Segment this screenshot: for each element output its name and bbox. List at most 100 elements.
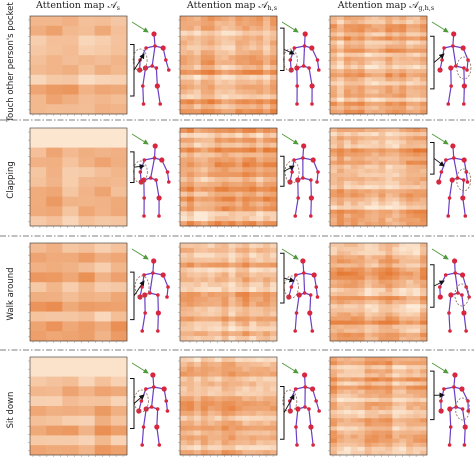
heat-cell [256, 60, 264, 66]
heat-cell [330, 381, 338, 386]
heat-cell [392, 328, 400, 334]
heat-cell [392, 89, 400, 94]
heat-cell [343, 271, 352, 276]
heat-cell [392, 136, 400, 141]
heat-cell [242, 35, 250, 41]
skeleton-joint [309, 386, 316, 392]
heat-cell [180, 45, 188, 51]
heat-cell [371, 172, 379, 178]
heat-cell [364, 197, 372, 202]
heat-cell [378, 69, 386, 74]
highlight-region [456, 168, 472, 192]
heat-cell [336, 168, 345, 174]
heat-cell [200, 336, 209, 342]
heat-cell [256, 89, 264, 95]
heat-cell [110, 366, 128, 377]
heat-cell [249, 45, 257, 51]
heat-cell [235, 311, 243, 317]
heat-cell [263, 376, 271, 382]
heat-cell [378, 181, 386, 186]
heat-cell [214, 376, 222, 382]
heat-cell [330, 357, 338, 362]
heat-cell [228, 221, 236, 227]
heat-cell [221, 381, 229, 387]
heat-cell [200, 287, 209, 293]
heat-cell [186, 167, 195, 173]
heat-cell [200, 357, 209, 363]
heat-cell [249, 401, 257, 407]
heat-cell [30, 216, 47, 227]
heat-cell [392, 332, 400, 338]
heat-cell [249, 104, 257, 110]
heat-cell [214, 196, 222, 202]
heat-cell [200, 55, 209, 61]
skeleton-joint [152, 143, 158, 149]
heat-cell [357, 304, 365, 309]
black-arrow [283, 165, 295, 172]
heat-cell [235, 40, 243, 46]
heat-cell [193, 272, 202, 278]
heat-cell [371, 332, 379, 338]
heat-cell [214, 401, 222, 407]
heat-cell [242, 181, 250, 188]
heat-cell [413, 209, 421, 215]
heat-cell [193, 201, 202, 207]
heat-cell [378, 283, 386, 289]
heat-cell [270, 440, 278, 446]
heat-cell [385, 73, 393, 78]
heat-cell [364, 105, 372, 111]
heat-cell [214, 128, 222, 134]
heat-cell [207, 282, 215, 288]
heat-cell [207, 321, 215, 327]
heat-cell [62, 186, 79, 197]
heat-cell [30, 406, 47, 417]
heat-cell [30, 331, 47, 342]
heat-cell [413, 93, 421, 98]
heat-cell [46, 216, 63, 227]
heat-cell [62, 376, 79, 387]
heat-cell [186, 65, 195, 71]
heat-cell [46, 147, 63, 158]
heat-cell [406, 430, 414, 435]
heat-cell [364, 426, 372, 431]
heat-cell [207, 326, 215, 332]
heat-cell [214, 172, 222, 178]
heat-cell [406, 312, 414, 317]
heat-cell [385, 60, 393, 66]
heat-cell [221, 396, 229, 402]
heat-cell [214, 381, 222, 387]
heat-cell [364, 271, 372, 276]
heat-cell [420, 85, 428, 90]
heat-cell [392, 393, 400, 399]
heat-cell [413, 24, 421, 29]
heat-cell [186, 84, 195, 90]
heat-cell [110, 94, 128, 105]
heat-cell [399, 213, 407, 219]
heat-cell [336, 128, 345, 133]
heat-cell [413, 164, 421, 170]
heat-cell [350, 24, 359, 29]
heat-cell [180, 396, 188, 402]
heat-cell [413, 275, 421, 281]
heat-cell [392, 434, 400, 439]
heat-cell [330, 213, 338, 219]
heat-cell [392, 28, 400, 33]
skeleton-bone [463, 85, 465, 105]
heat-cell [62, 45, 79, 56]
heat-cell [221, 152, 229, 158]
heat-cell [221, 181, 229, 188]
heat-cell [385, 40, 393, 45]
heat-cell [242, 396, 250, 402]
heat-cell [385, 217, 393, 223]
skeleton-bone [463, 426, 466, 446]
heat-cell [392, 450, 400, 456]
heat-cell [364, 221, 372, 227]
heat-cell [207, 50, 215, 56]
heat-cell [110, 35, 128, 46]
heatmap-ticks [328, 246, 424, 343]
heat-cell [336, 442, 345, 448]
heat-cell [110, 406, 128, 417]
heat-cell [364, 422, 372, 427]
heat-cell [378, 89, 386, 94]
heat-cell [371, 369, 379, 374]
